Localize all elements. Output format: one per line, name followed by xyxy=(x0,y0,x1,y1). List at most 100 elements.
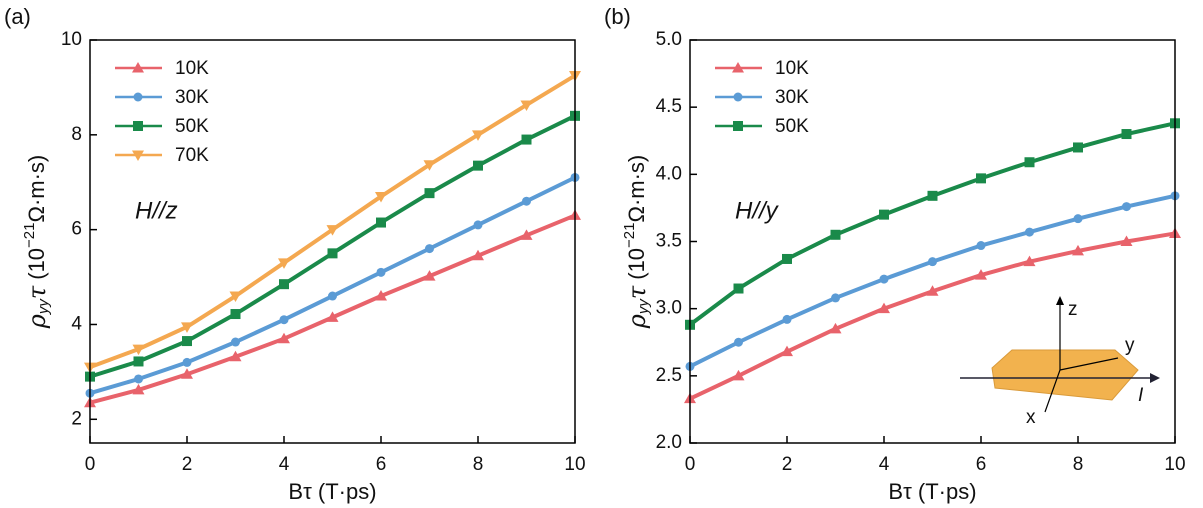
marker xyxy=(473,220,483,230)
y-tick-label: 2.5 xyxy=(656,365,682,386)
marker xyxy=(279,315,289,325)
marker xyxy=(879,274,889,284)
marker xyxy=(928,257,937,267)
marker xyxy=(1120,235,1133,246)
marker xyxy=(1024,157,1035,168)
y-axis-label-part: yy xyxy=(35,298,52,316)
legend-marker xyxy=(132,62,144,73)
y-axis-label-part: τ xyxy=(23,285,51,299)
marker xyxy=(132,383,145,395)
marker xyxy=(472,249,484,261)
legend-label: 50K xyxy=(175,116,209,137)
marker xyxy=(830,229,841,240)
marker xyxy=(1025,227,1034,237)
legend-marker xyxy=(732,62,744,73)
y-axis-label-part: ρ xyxy=(23,314,51,329)
y-axis-label-part: −21 xyxy=(621,223,638,248)
marker xyxy=(229,291,242,303)
panel-label: (a) xyxy=(4,4,31,29)
marker xyxy=(782,253,792,264)
legend-marker xyxy=(733,121,743,131)
marker xyxy=(829,322,842,334)
legend-label: 50K xyxy=(775,116,809,137)
annotation: H//z xyxy=(135,197,178,224)
marker xyxy=(231,337,240,347)
panel-label: (b) xyxy=(604,4,631,29)
y-axis-label-part: (10 xyxy=(24,248,49,286)
y-tick-label: 3.0 xyxy=(656,298,682,319)
x-tick-label: 4 xyxy=(879,454,890,475)
y-axis-label: ρyyτ (10−21Ω·m·s) xyxy=(621,155,652,330)
marker xyxy=(327,248,338,259)
y-tick-label: 5.0 xyxy=(656,29,682,50)
y-tick-label: 8 xyxy=(71,124,82,145)
marker xyxy=(278,332,290,344)
x-tick-label: 0 xyxy=(85,454,96,475)
y-axis-label-part: ρ xyxy=(623,314,651,329)
y-tick-label: 4.5 xyxy=(656,96,682,117)
marker xyxy=(1073,142,1083,153)
marker xyxy=(182,336,192,347)
x-tick-label: 6 xyxy=(376,454,387,475)
marker xyxy=(1073,214,1083,224)
x-tick-label: 2 xyxy=(182,454,193,475)
marker xyxy=(230,309,241,320)
crystal xyxy=(991,349,1139,401)
marker xyxy=(878,302,890,314)
marker xyxy=(732,369,745,381)
legend-marker xyxy=(733,92,743,102)
x-axis-label: Bτ (T·ps) xyxy=(888,479,976,504)
arrow-head xyxy=(1150,373,1160,383)
legend-marker xyxy=(133,92,143,102)
marker xyxy=(279,279,289,290)
x-tick-label: 10 xyxy=(564,454,585,475)
marker xyxy=(376,267,386,277)
marker xyxy=(375,191,387,203)
marker xyxy=(423,270,436,281)
x-axis xyxy=(1044,369,1061,413)
marker xyxy=(326,225,339,236)
marker xyxy=(328,291,337,301)
legend-label: 30K xyxy=(175,87,209,108)
inset-label: I xyxy=(1138,385,1144,406)
x-tick-label: 2 xyxy=(782,454,793,475)
marker xyxy=(1122,202,1131,212)
marker xyxy=(425,244,434,254)
y-axis-label: ρyyτ (10−21Ω·m·s) xyxy=(21,155,52,330)
y-tick-label: 10 xyxy=(61,29,82,50)
y-axis-label-part: −21 xyxy=(21,223,38,248)
legend-label: 30K xyxy=(775,87,809,108)
marker xyxy=(975,269,987,280)
y-tick-label: 3.5 xyxy=(656,231,682,252)
arrow-head xyxy=(1056,296,1064,305)
y-axis xyxy=(1059,357,1119,371)
marker xyxy=(1121,129,1132,140)
x-tick-label: 10 xyxy=(1164,454,1185,475)
marker xyxy=(229,350,242,362)
y-tick-label: 2 xyxy=(71,408,82,429)
marker xyxy=(1023,255,1036,267)
y-axis-label-part: Ω·m·s) xyxy=(624,155,649,223)
legend-label: 10K xyxy=(775,58,809,79)
x-tick-label: 0 xyxy=(685,454,696,475)
marker xyxy=(927,190,938,201)
y-tick-label: 4 xyxy=(71,313,82,334)
marker xyxy=(782,314,792,324)
marker xyxy=(976,241,986,251)
inset-label: z xyxy=(1068,299,1078,320)
legend-label: 70K xyxy=(175,145,209,166)
legend-marker xyxy=(133,121,143,131)
marker xyxy=(522,196,531,206)
marker xyxy=(734,337,743,347)
marker xyxy=(134,374,143,384)
y-axis-label-part: Ω·m·s) xyxy=(24,155,49,223)
marker xyxy=(520,229,533,240)
marker xyxy=(473,160,483,171)
y-tick-label: 6 xyxy=(71,219,82,240)
marker xyxy=(424,188,435,199)
marker xyxy=(423,160,436,171)
marker xyxy=(926,285,939,296)
legend-marker xyxy=(132,150,144,161)
marker xyxy=(181,322,193,333)
